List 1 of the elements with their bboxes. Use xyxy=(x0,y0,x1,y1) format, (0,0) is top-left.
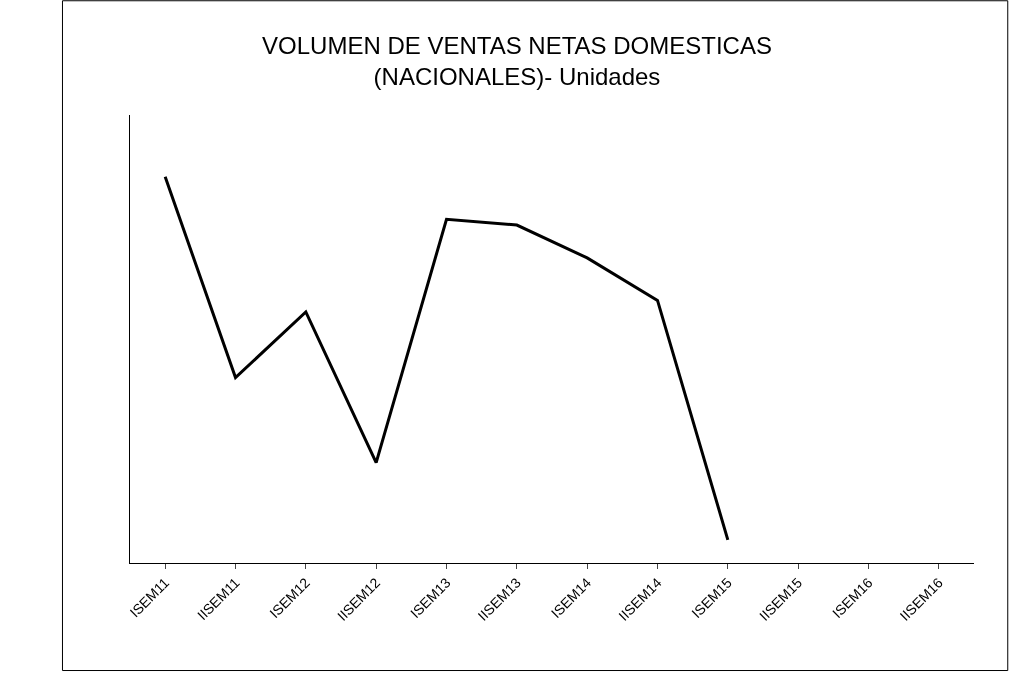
chart-title: VOLUMEN DE VENTAS NETAS DOMESTICAS (NACIONALES)- Unidades xyxy=(262,31,772,91)
